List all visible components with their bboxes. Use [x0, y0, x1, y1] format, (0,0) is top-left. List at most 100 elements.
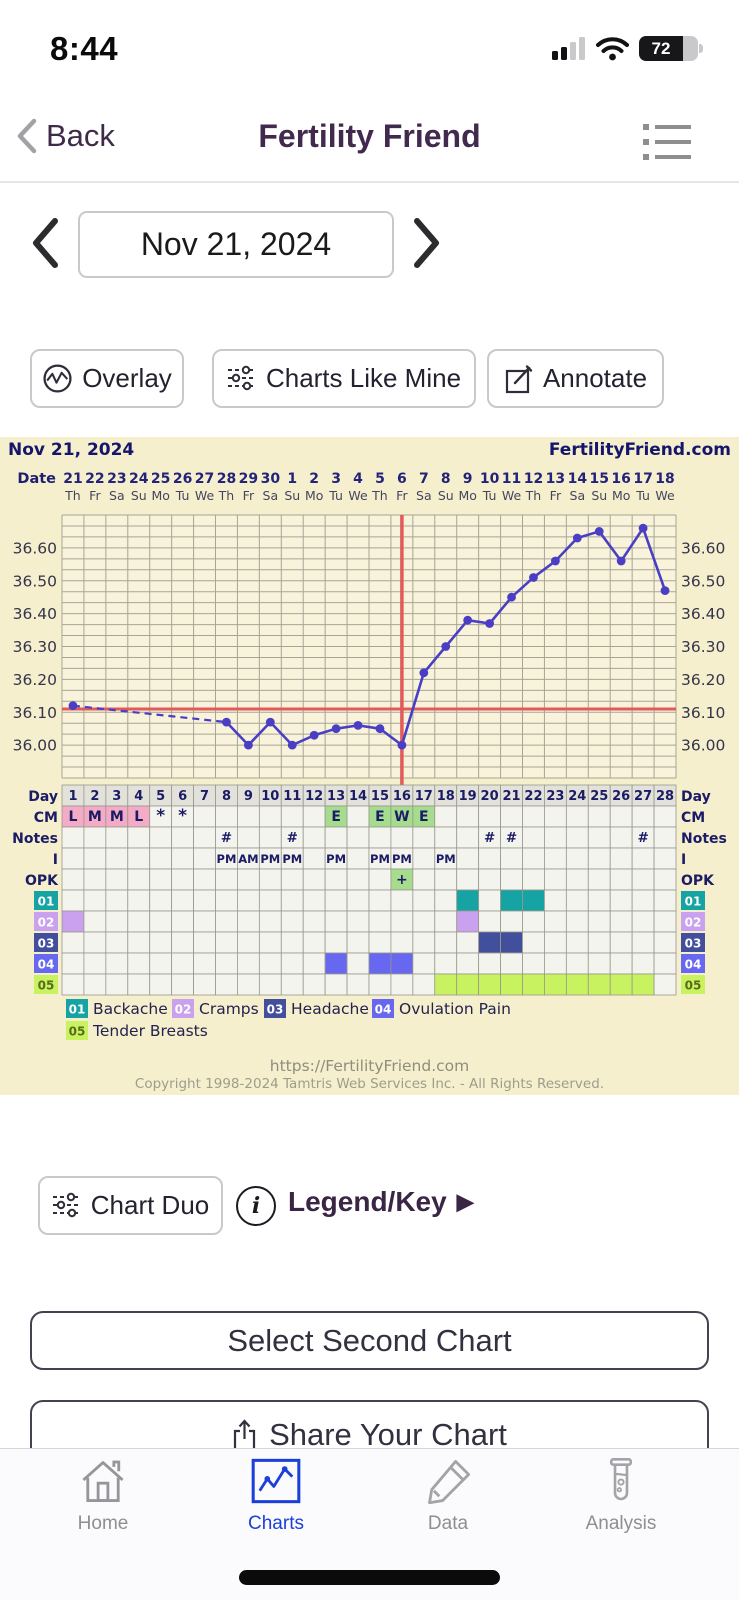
temp-point-day10: [265, 717, 275, 727]
chart-cell: [346, 847, 370, 870]
cell-value: 24: [568, 789, 586, 804]
tab-data[interactable]: Data: [373, 1457, 523, 1535]
chart-cell: [522, 889, 545, 912]
cell-value: PM: [326, 852, 346, 866]
legend-chip-code: 03: [267, 1003, 284, 1017]
annotate-button[interactable]: Annotate: [487, 349, 664, 408]
chart-cell: [237, 910, 260, 933]
y-tick-right: 36.40: [681, 605, 725, 623]
chart-cell: [500, 973, 523, 996]
symptom-row-label-right: [681, 891, 705, 910]
chart-cell: [346, 868, 370, 891]
chart-cell: [653, 973, 677, 996]
cell-value: PM: [282, 852, 302, 866]
chart-cell: [412, 826, 436, 849]
date-number: 23: [107, 471, 126, 487]
cell-value: M: [88, 809, 102, 825]
chart-cell: [193, 868, 216, 891]
chart-cell: [237, 826, 260, 849]
weekday-label: Tu: [635, 488, 650, 503]
weekday-label: Fr: [550, 488, 562, 503]
chart-cell: [215, 973, 238, 996]
prev-date-button[interactable]: [30, 217, 60, 269]
chart-cell: [544, 805, 567, 828]
data-pencil-icon: [428, 1460, 471, 1505]
date-number: 15: [590, 471, 609, 487]
chart-cell: [127, 889, 151, 912]
chart-duo-button[interactable]: Chart Duo: [38, 1176, 223, 1235]
weekday-label: Th: [525, 488, 542, 503]
temp-point-day24: [572, 533, 582, 543]
overlay-button[interactable]: Overlay: [30, 349, 184, 408]
chart-cell: [324, 868, 348, 891]
chart-cell: [587, 973, 611, 996]
chart-cell: [609, 910, 633, 933]
chart-cell: [522, 910, 545, 933]
chart-cell: [280, 910, 304, 933]
chart-cell: [215, 805, 238, 828]
chart-cell: [258, 868, 282, 891]
chart-duo-label: Chart Duo: [90, 1190, 210, 1220]
cell-value: 13: [327, 789, 345, 804]
back-button[interactable]: Back: [16, 118, 115, 154]
chart-cell: [324, 910, 348, 933]
chart-cell: [565, 805, 589, 828]
row-label-right: I: [681, 852, 686, 868]
chart-cell: [302, 847, 326, 870]
chart-cell: [478, 973, 501, 996]
chart-cell: [587, 847, 611, 870]
chart-cell: [609, 889, 633, 912]
weekday-label: Mo: [612, 488, 630, 503]
chart-cell: [324, 931, 348, 954]
symptom-row-label-left: [34, 891, 58, 910]
cell-value: PM: [217, 852, 237, 866]
chart-cell: [302, 910, 326, 933]
chart-cell: [302, 931, 326, 954]
cell-value: 8: [222, 789, 231, 804]
tab-home[interactable]: Home: [28, 1457, 178, 1535]
chart-cell: [346, 805, 370, 828]
fertility-chart-panel[interactable]: Nov 21, 2024 FertilityFriend.com Date 21 Th 2…: [0, 437, 739, 1095]
temp-point-day11: [287, 740, 297, 750]
date-number: 21: [63, 471, 82, 487]
date-number: 8: [441, 471, 451, 487]
chart-cell: [171, 826, 194, 849]
chart-cell: [456, 910, 480, 933]
chart-cell: [324, 889, 348, 912]
chart-cell: [522, 931, 545, 954]
chart-cell: [587, 952, 611, 975]
chart-cell: [83, 973, 107, 996]
legend-key-button[interactable]: Legend/Key ▶: [288, 1186, 474, 1218]
cell-value: PM: [392, 852, 412, 866]
info-icon[interactable]: i: [236, 1186, 276, 1226]
tab-analysis[interactable]: Analysis: [546, 1457, 696, 1535]
chart-cell: [653, 889, 677, 912]
temp-point-day8: [222, 717, 231, 727]
chart-cell: [61, 826, 85, 849]
legend-chip: [264, 999, 286, 1018]
cell-value: 7: [200, 789, 209, 804]
symptom-row-label-left: [34, 954, 58, 973]
list-menu-icon[interactable]: [643, 124, 691, 160]
current-date: Nov 21, 2024: [140, 226, 332, 262]
chart-cell: [565, 931, 589, 954]
cell-value: 6: [178, 789, 187, 804]
chart-cell: [434, 889, 458, 912]
legend-chip-code: 01: [69, 1003, 86, 1017]
date-selector[interactable]: Nov 21, 2024: [78, 211, 394, 278]
chart-cell: [105, 868, 129, 891]
cell-value: L: [69, 809, 78, 825]
chart-cell: [83, 910, 107, 933]
temp-point-day22: [529, 573, 538, 582]
select-second-chart-button[interactable]: Select Second Chart: [30, 1311, 709, 1370]
next-date-button[interactable]: [412, 217, 442, 269]
cell-value: 26: [612, 789, 630, 804]
charts-like-mine-button[interactable]: Charts Like Mine: [212, 349, 476, 408]
cell-value: 18: [437, 789, 455, 804]
wifi-icon: [596, 36, 629, 60]
cell-value: 9: [244, 789, 253, 804]
weekday-label: We: [348, 488, 368, 503]
chart-footer-copyright: Copyright 1998-2024 Tamtris Web Services…: [135, 1076, 604, 1092]
battery-icon: 72: [639, 36, 703, 61]
tab-charts[interactable]: Charts: [201, 1457, 351, 1535]
